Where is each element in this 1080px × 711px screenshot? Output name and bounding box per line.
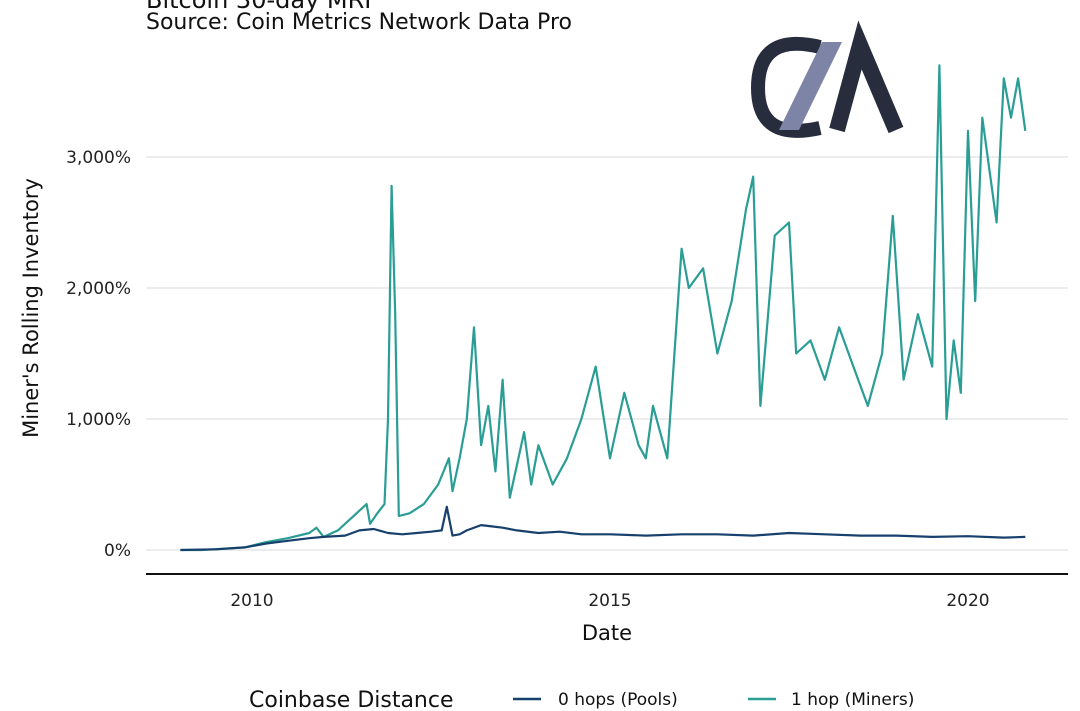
y-axis-title: Miner's Rolling Inventory — [19, 178, 43, 438]
y-tick-label: 1,000% — [66, 410, 131, 430]
x-tick-label: 2020 — [946, 591, 989, 611]
y-tick-label: 3,000% — [66, 148, 131, 168]
cm-logo-c — [750, 36, 822, 138]
y-tick-label: 2,000% — [66, 279, 131, 299]
chart-title: Bitcoin 30-day MRI — [146, 0, 372, 14]
legend-label-pools: 0 hops (Pools) — [558, 690, 678, 710]
y-tick-label: 0% — [104, 541, 131, 561]
x-tick-label: 2015 — [588, 591, 631, 611]
x-tick-labels: 2010 2015 2020 — [230, 591, 989, 611]
series-lines — [180, 64, 1027, 552]
series-line-pools — [180, 505, 1026, 552]
cm-logo-slash — [779, 42, 842, 130]
grid-lines — [146, 156, 1068, 551]
series-line-miners — [180, 64, 1027, 552]
y-tick-labels: 0% 1,000% 2,000% 3,000% — [66, 148, 131, 561]
legend-label-miners: 1 hop (Miners) — [791, 690, 914, 710]
x-axis-title: Date — [582, 621, 632, 645]
chart-subtitle: Source: Coin Metrics Network Data Pro — [146, 10, 572, 35]
x-tick-label: 2010 — [230, 591, 273, 611]
cm-logo — [750, 20, 904, 138]
legend: Coinbase Distance 0 hops (Pools) 1 hop (… — [249, 688, 914, 711]
legend-title: Coinbase Distance — [249, 688, 454, 711]
cm-logo-m — [829, 20, 904, 134]
